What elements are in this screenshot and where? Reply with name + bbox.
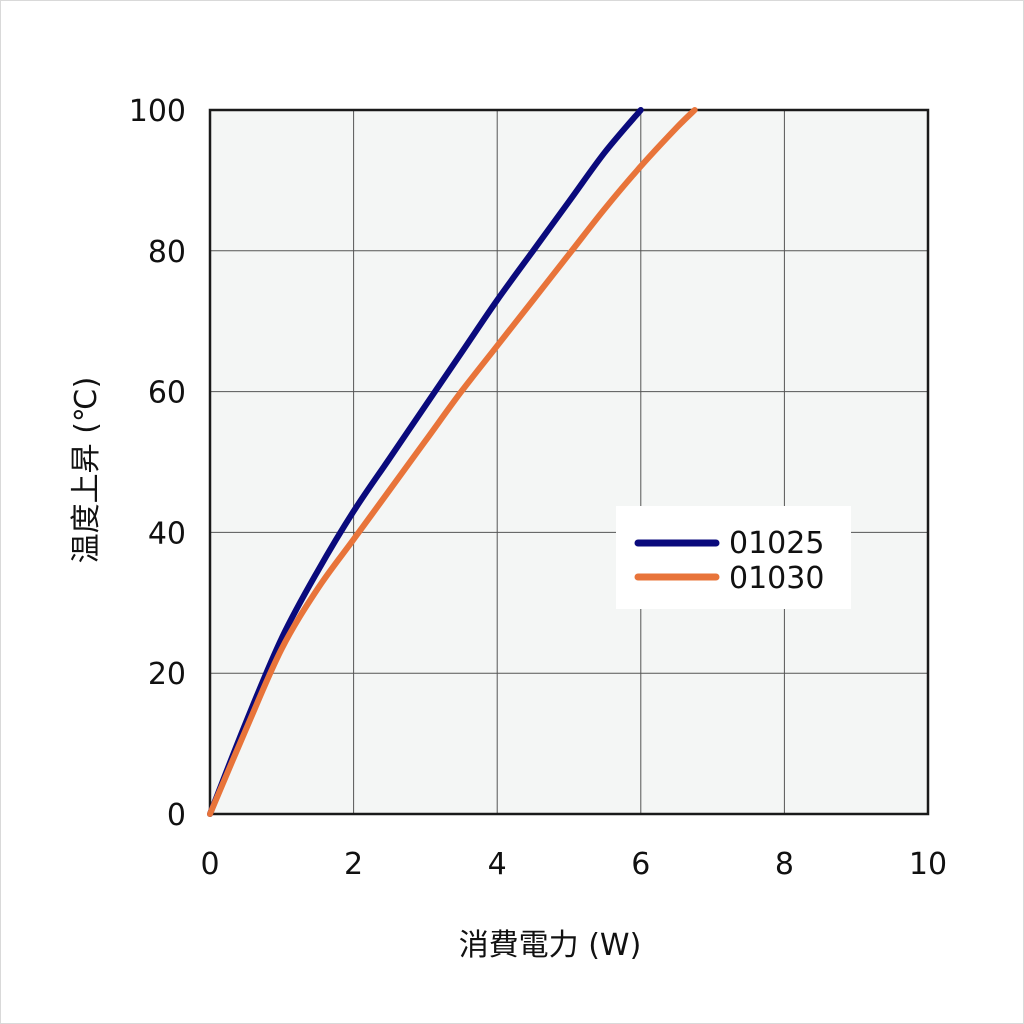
legend-label-01030: 01030 [729,561,824,596]
legend-label-01025: 01025 [729,526,824,561]
x-tick-labels: 0 2 4 6 8 10 [200,847,947,882]
series-line-01025 [207,107,644,817]
y-tick-label: 0 [167,798,186,833]
series-line-01030 [207,107,698,817]
y-axis-title: 温度上昇 (℃) [69,377,104,564]
y-tick-labels: 0 20 40 60 80 100 [129,94,186,833]
x-tick-label: 0 [200,847,219,882]
plot-area [210,110,928,814]
plot-border [208,108,930,816]
x-tick-label: 10 [909,847,947,882]
y-tick-label: 20 [148,657,186,692]
legend: 01025 01030 [616,506,851,609]
legend-box [616,506,851,609]
x-axis-title: 消費電力 (W) [459,928,642,963]
x-tick-label: 8 [775,847,794,882]
x-tick-label: 6 [631,847,650,882]
y-tick-label: 60 [148,376,186,411]
series-lines [207,107,698,817]
y-tick-label: 80 [148,235,186,270]
y-tick-label: 40 [148,516,186,551]
y-tick-label: 100 [129,94,186,129]
x-tick-label: 4 [488,847,507,882]
x-tick-label: 2 [344,847,363,882]
